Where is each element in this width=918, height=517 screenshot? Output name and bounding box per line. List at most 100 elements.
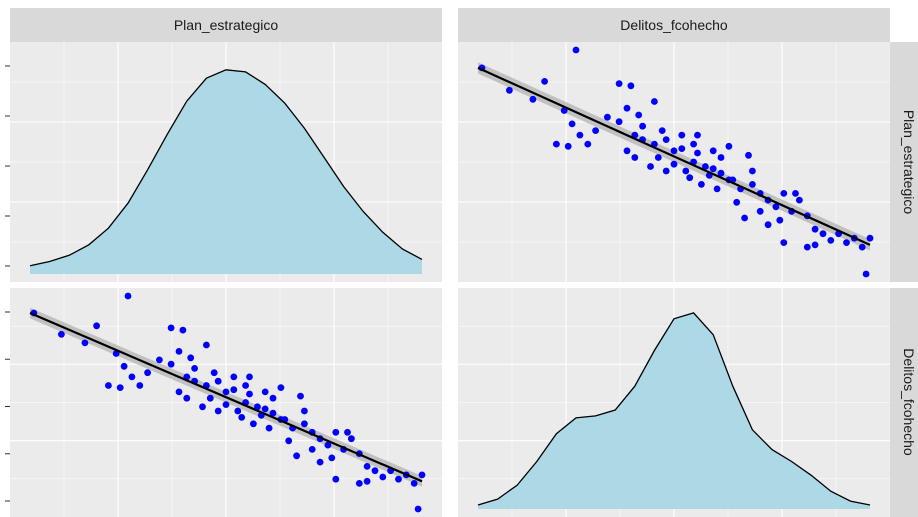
column-strip-1-bg xyxy=(10,8,442,42)
data-point xyxy=(858,243,866,251)
density-area xyxy=(30,69,422,274)
row-strip-1-label: Plan_estrategico xyxy=(901,110,917,215)
data-point xyxy=(222,388,230,396)
data-point xyxy=(670,160,678,168)
data-point xyxy=(269,394,277,402)
data-point xyxy=(285,437,293,445)
density-curve xyxy=(477,312,871,506)
data-point xyxy=(553,140,560,148)
data-point xyxy=(651,98,658,105)
data-point xyxy=(749,167,756,175)
data-point xyxy=(183,394,191,402)
data-point xyxy=(749,181,756,188)
data-point xyxy=(371,467,379,475)
data-point xyxy=(301,420,308,428)
data-point xyxy=(156,356,163,364)
data-point xyxy=(866,234,874,242)
data-point xyxy=(623,147,631,155)
row-strip-2-label: Delitos_fcohecho xyxy=(901,348,917,456)
data-point xyxy=(206,394,214,402)
data-point xyxy=(529,95,537,103)
data-point xyxy=(827,237,835,244)
column-strip-1: Plan_estrategico xyxy=(10,8,442,42)
data-point xyxy=(246,390,253,398)
data-point xyxy=(316,458,324,466)
regression-line xyxy=(477,66,871,246)
data-point xyxy=(678,145,686,153)
data-point xyxy=(414,505,422,513)
data-point xyxy=(230,386,238,394)
data-point xyxy=(265,424,273,432)
data-point xyxy=(355,480,363,487)
data-point xyxy=(214,407,222,415)
data-point xyxy=(819,230,827,238)
row-strip-2-bg xyxy=(890,288,918,517)
data-point xyxy=(261,405,269,413)
data-point xyxy=(116,384,124,391)
data-point xyxy=(615,118,623,126)
data-point xyxy=(631,154,639,161)
data-point xyxy=(568,120,576,128)
data-point xyxy=(58,330,65,338)
data-point xyxy=(604,113,611,121)
panel-3 xyxy=(5,288,442,517)
data-point xyxy=(277,384,285,391)
data-point xyxy=(780,190,788,197)
data-point xyxy=(214,377,222,385)
data-point xyxy=(741,214,748,222)
data-point xyxy=(792,190,799,197)
data-point xyxy=(308,446,316,453)
data-point xyxy=(764,221,772,229)
data-point xyxy=(238,414,246,421)
column-strip-2-label: Delitos_fcohecho xyxy=(620,17,728,33)
data-point xyxy=(615,80,623,87)
data-point xyxy=(144,369,152,377)
data-point xyxy=(250,420,257,428)
data-point xyxy=(698,181,705,188)
data-point xyxy=(128,373,136,381)
data-point xyxy=(584,140,592,148)
data-point xyxy=(662,167,670,175)
data-point xyxy=(803,243,811,251)
data-point xyxy=(175,388,183,396)
data-point xyxy=(136,382,144,389)
data-point xyxy=(725,142,733,150)
data-point xyxy=(242,382,250,389)
column-strip-2-bg xyxy=(458,8,890,42)
data-point xyxy=(717,154,725,161)
data-point xyxy=(93,322,100,330)
data-point xyxy=(120,362,128,370)
data-point xyxy=(328,454,336,462)
regression-line xyxy=(29,312,423,483)
data-point xyxy=(210,369,218,377)
data-point xyxy=(541,78,548,85)
column-strip-1-label: Plan_estrategico xyxy=(174,17,279,33)
data-point xyxy=(811,241,819,249)
density-area xyxy=(478,312,870,509)
data-point xyxy=(745,151,752,159)
data-point xyxy=(796,196,803,204)
data-point xyxy=(179,326,187,334)
data-point xyxy=(395,475,402,483)
data-point xyxy=(379,473,387,481)
data-point xyxy=(670,147,678,155)
data-point xyxy=(363,463,371,470)
data-point xyxy=(780,239,788,247)
data-point xyxy=(363,477,371,485)
data-point xyxy=(269,409,277,417)
density-curve xyxy=(29,69,423,267)
data-point xyxy=(709,147,717,155)
data-point xyxy=(105,382,112,389)
panel-4 xyxy=(458,288,890,517)
data-point xyxy=(348,435,355,443)
data-point xyxy=(418,471,426,479)
column-strip-2: Delitos_fcohecho xyxy=(458,8,890,42)
data-point xyxy=(733,198,741,206)
row-strip-2: Delitos_fcohecho xyxy=(890,288,918,517)
data-point xyxy=(690,140,697,148)
data-point xyxy=(572,46,580,54)
data-point xyxy=(301,407,308,415)
data-point xyxy=(187,354,195,362)
data-point xyxy=(639,122,646,130)
data-point xyxy=(293,452,300,460)
